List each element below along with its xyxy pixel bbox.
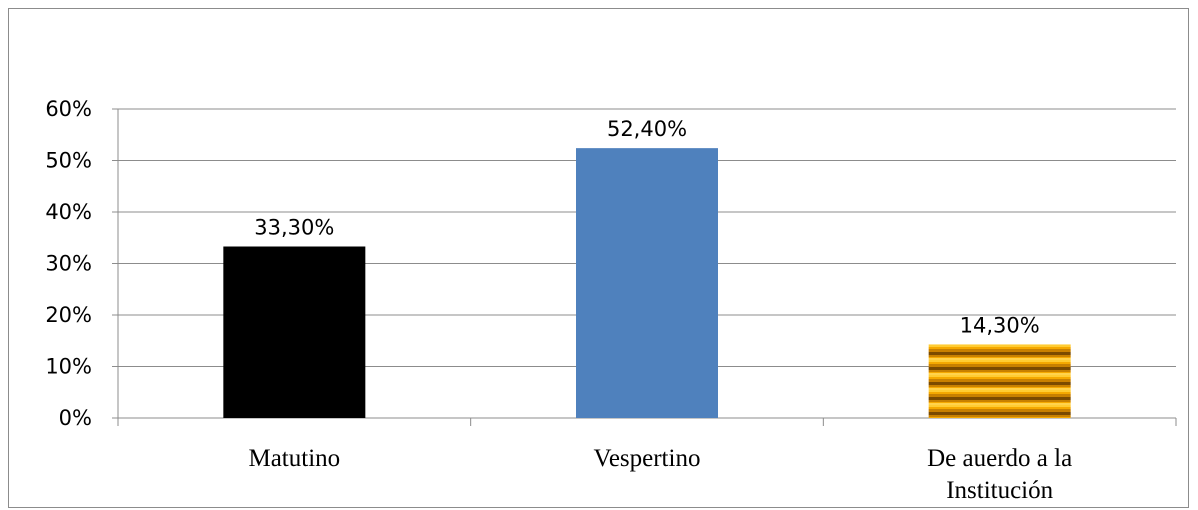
y-tick-label: 50% xyxy=(45,149,92,173)
data-label: 14,30% xyxy=(960,313,1040,337)
x-category-label: De auerdo a la xyxy=(927,445,1072,472)
bar xyxy=(576,148,718,418)
data-label: 52,40% xyxy=(607,117,687,141)
y-tick-label: 0% xyxy=(59,406,92,430)
y-tick-label: 20% xyxy=(45,303,92,327)
y-tick-label: 10% xyxy=(45,355,92,379)
labels: 0% 10% 20% 30% 40% 50% 60% 33,30% Matutino 52,40%… xyxy=(45,97,1072,504)
bars xyxy=(223,148,1071,418)
data-label: 33,30% xyxy=(254,216,334,240)
bar xyxy=(928,344,1071,418)
x-category-label: Vespertino xyxy=(594,445,701,472)
x-category-label: Matutino xyxy=(248,445,340,472)
y-tick-label: 30% xyxy=(45,252,92,276)
y-tick-label: 40% xyxy=(45,200,92,224)
x-category-label: Institución xyxy=(946,477,1053,504)
bar xyxy=(223,246,366,418)
y-tick-label: 60% xyxy=(45,97,92,121)
